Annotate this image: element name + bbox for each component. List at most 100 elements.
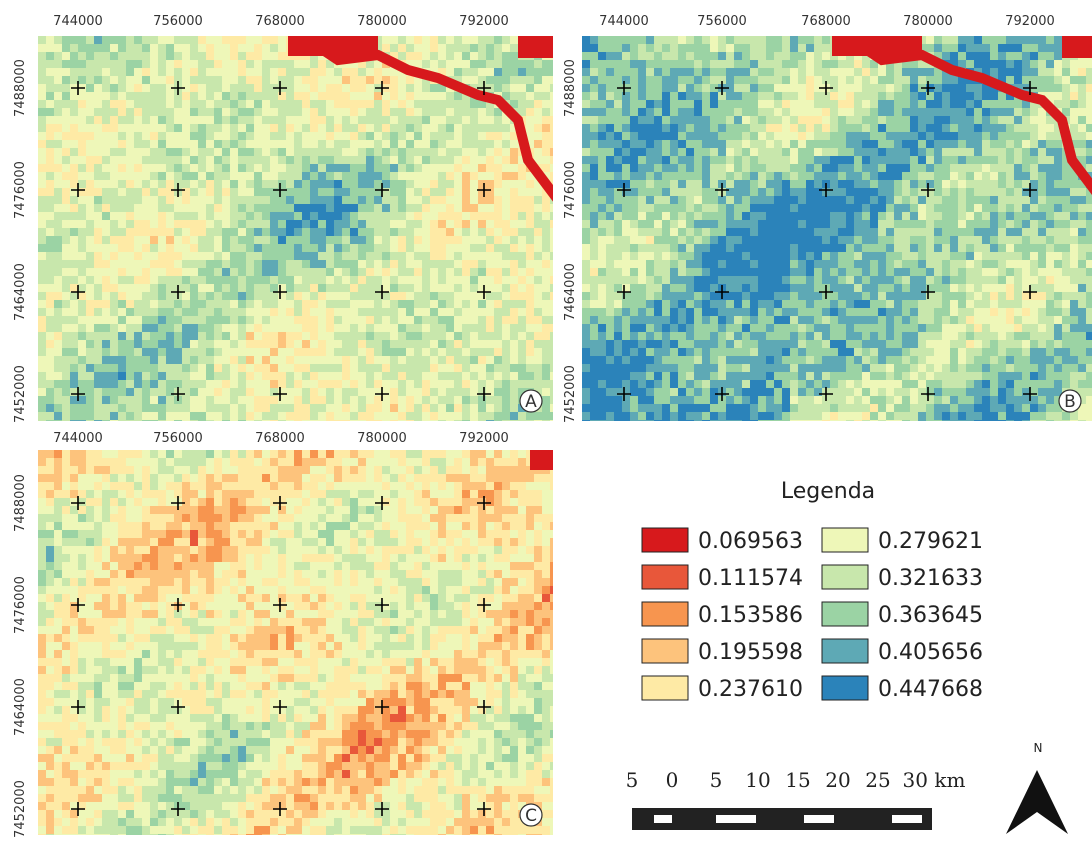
raster-cell — [158, 268, 166, 276]
raster-cell — [886, 148, 894, 156]
raster-cell — [86, 36, 94, 44]
raster-cell — [118, 108, 126, 116]
raster-cell — [302, 140, 310, 148]
raster-cell — [46, 244, 54, 252]
raster-cell — [662, 164, 670, 172]
raster-cell — [502, 284, 510, 292]
raster-cell — [1022, 252, 1030, 260]
raster-cell — [326, 76, 334, 84]
raster-cell — [710, 236, 718, 244]
raster-cell — [1054, 92, 1062, 100]
raster-cell — [150, 404, 158, 412]
raster-cell — [1062, 172, 1070, 180]
raster-cell — [174, 100, 182, 108]
raster-cell — [742, 68, 750, 76]
raster-cell — [982, 92, 990, 100]
raster-cell — [702, 100, 710, 108]
raster-cell — [646, 196, 654, 204]
raster-cell — [126, 68, 134, 76]
raster-cell — [462, 404, 470, 412]
raster-cell — [1006, 252, 1014, 260]
raster-cell — [238, 188, 246, 196]
raster-cell — [118, 188, 126, 196]
raster-cell — [1070, 92, 1078, 100]
raster-cell — [310, 372, 318, 380]
raster-cell — [438, 60, 446, 68]
raster-cell — [174, 44, 182, 52]
raster-cell — [438, 188, 446, 196]
raster-cell — [678, 68, 686, 76]
raster-cell — [550, 260, 558, 268]
raster-cell — [270, 132, 278, 140]
raster-cell — [534, 276, 542, 284]
raster-cell — [766, 148, 774, 156]
raster-cell — [54, 132, 62, 140]
raster-cell — [38, 292, 46, 300]
raster-cell — [702, 156, 710, 164]
raster-cell — [38, 404, 46, 412]
raster-cell — [158, 140, 166, 148]
raster-cell — [582, 108, 590, 116]
raster-cell — [374, 212, 382, 220]
raster-cell — [614, 180, 622, 188]
raster-cell — [182, 348, 190, 356]
raster-cell — [1038, 132, 1046, 140]
raster-cell — [486, 396, 494, 404]
raster-cell — [502, 164, 510, 172]
raster-cell — [350, 308, 358, 316]
raster-cell — [422, 36, 430, 44]
raster-cell — [438, 324, 446, 332]
raster-cell — [782, 196, 790, 204]
raster-cell — [790, 148, 798, 156]
raster-cell — [486, 340, 494, 348]
raster-cell — [254, 404, 262, 412]
raster-cell — [262, 132, 270, 140]
raster-cell — [150, 44, 158, 52]
raster-cell — [630, 228, 638, 236]
raster-cell — [734, 228, 742, 236]
raster-cell — [1054, 228, 1062, 236]
raster-cell — [62, 140, 70, 148]
raster-cell — [998, 164, 1006, 172]
raster-cell — [46, 196, 54, 204]
raster-cell — [374, 172, 382, 180]
raster-cell — [86, 364, 94, 372]
raster-cell — [190, 372, 198, 380]
raster-cell — [382, 116, 390, 124]
raster-cell — [38, 172, 46, 180]
raster-cell — [454, 236, 462, 244]
raster-cell — [54, 60, 62, 68]
raster-cell — [1030, 36, 1038, 44]
raster-cell — [542, 404, 550, 412]
raster-cell — [46, 308, 54, 316]
raster-cell — [958, 108, 966, 116]
raster-cell — [358, 172, 366, 180]
raster-cell — [1022, 36, 1030, 44]
raster-cell — [118, 252, 126, 260]
raster-cell — [278, 140, 286, 148]
raster-cell — [582, 60, 590, 68]
raster-cell — [934, 172, 942, 180]
raster-cell — [62, 236, 70, 244]
raster-cell — [326, 308, 334, 316]
raster-cell — [206, 68, 214, 76]
raster-cell — [334, 116, 342, 124]
raster-cell — [974, 228, 982, 236]
raster-cell — [398, 260, 406, 268]
raster-cell — [678, 140, 686, 148]
raster-cell — [446, 284, 454, 292]
raster-cell — [70, 332, 78, 340]
raster-cell — [134, 84, 142, 92]
raster-cell — [54, 412, 62, 420]
raster-cell — [846, 76, 854, 84]
raster-cell — [38, 340, 46, 348]
raster-cell — [726, 124, 734, 132]
raster-cell — [398, 340, 406, 348]
raster-cell — [54, 420, 62, 428]
raster-cell — [998, 204, 1006, 212]
raster-cell — [102, 156, 110, 164]
raster-cell — [430, 260, 438, 268]
raster-cell — [326, 268, 334, 276]
raster-cell — [1038, 252, 1046, 260]
raster-cell — [966, 172, 974, 180]
